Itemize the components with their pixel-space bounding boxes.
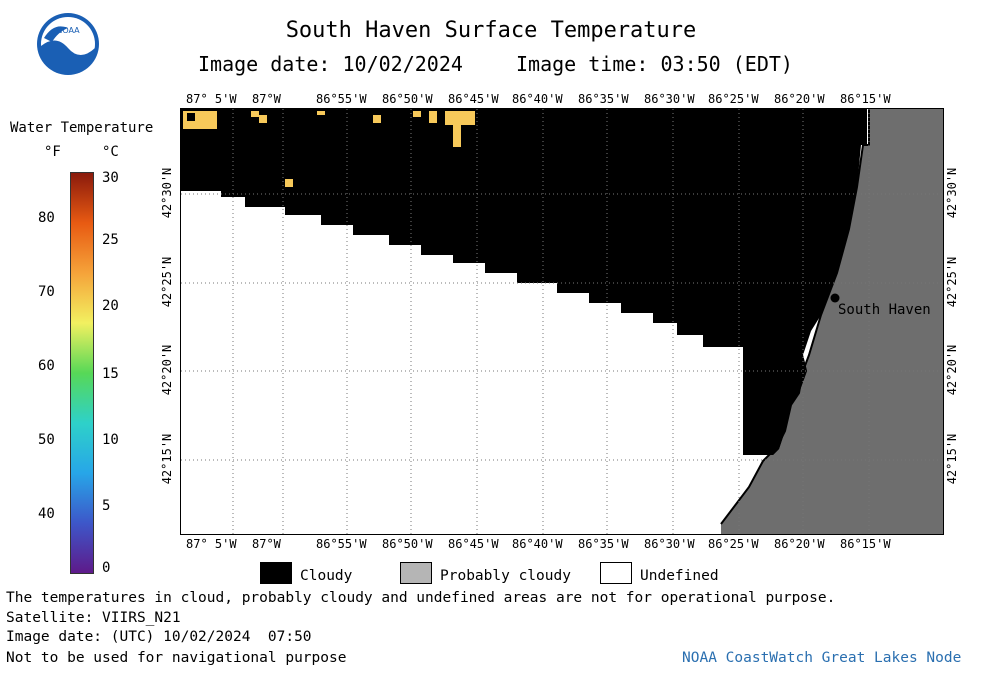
map-area — [180, 108, 944, 535]
scale-tick-f: 40 — [38, 506, 55, 522]
longitude-label: 86°55'W — [316, 537, 367, 551]
undefined-swatch — [600, 562, 632, 584]
longitude-label: 86°20'W — [774, 537, 825, 551]
latitude-label: 42°15'N — [945, 433, 959, 485]
scale-tick-c: 10 — [102, 432, 119, 448]
latitude-label: 42°20'N — [160, 344, 174, 396]
undefined-label: Undefined — [640, 568, 719, 584]
longitude-label: 87°W — [252, 537, 281, 551]
map-svg — [181, 109, 943, 534]
credit-text: NOAA CoastWatch Great Lakes Node — [682, 650, 962, 666]
longitude-label: 86°45'W — [448, 537, 499, 551]
noaa-logo: NOAA — [36, 12, 100, 76]
land-area — [721, 109, 943, 534]
longitude-label: 86°35'W — [578, 92, 629, 106]
unit-f-label: °F — [44, 144, 61, 160]
south-haven-marker — [830, 293, 840, 303]
longitude-label: 86°35'W — [578, 537, 629, 551]
longitude-label: 86°20'W — [774, 92, 825, 106]
longitude-label: 87°W — [252, 92, 281, 106]
longitude-label: 86°15'W — [840, 92, 891, 106]
unit-c-label: °C — [102, 144, 119, 160]
scale-tick-c: 0 — [102, 560, 111, 576]
cloudy-label: Cloudy — [300, 568, 353, 584]
latitude-label: 42°30'N — [160, 167, 174, 219]
scale-tick-c: 25 — [102, 232, 119, 248]
latitude-label: 42°25'N — [160, 256, 174, 308]
scale-tick-c: 20 — [102, 298, 119, 314]
lat-lon-grid — [181, 109, 943, 534]
longitude-label: 86°45'W — [448, 92, 499, 106]
longitude-label: 86°30'W — [644, 537, 695, 551]
probably-cloudy-label: Probably cloudy — [440, 568, 571, 584]
temperature-color-bar — [70, 172, 94, 574]
longitude-label: 86°50'W — [382, 92, 433, 106]
disclaimer-text: The temperatures in cloud, probably clou… — [6, 590, 836, 606]
scale-tick-f: 50 — [38, 432, 55, 448]
scale-title: Water Temperature — [10, 120, 154, 136]
scale-tick-f: 70 — [38, 284, 55, 300]
probably-cloudy-swatch — [400, 562, 432, 584]
image-time: Image time: 03:50 (EDT) — [516, 52, 793, 76]
page-title: South Haven Surface Temperature — [285, 18, 697, 43]
longitude-label: 86°40'W — [512, 92, 563, 106]
latitude-label: 42°20'N — [945, 344, 959, 396]
cloud-area — [181, 109, 867, 455]
longitude-label: 86°55'W — [316, 92, 367, 106]
south-haven-label: South Haven — [838, 302, 931, 318]
latitude-label: 42°30'N — [945, 167, 959, 219]
longitude-label: 87° 5'W — [186, 92, 237, 106]
satellite-text: Satellite: VIIRS_N21 — [6, 610, 181, 626]
scale-tick-f: 80 — [38, 210, 55, 226]
longitude-label: 86°25'W — [708, 92, 759, 106]
longitude-label: 86°15'W — [840, 537, 891, 551]
scale-tick-c: 5 — [102, 498, 111, 514]
latitude-label: 42°25'N — [945, 256, 959, 308]
utc-date-text: Image date: (UTC) 10/02/2024 07:50 — [6, 629, 312, 645]
svg-text:NOAA: NOAA — [56, 26, 80, 35]
longitude-label: 87° 5'W — [186, 537, 237, 551]
nav-warning-text: Not to be used for navigational purpose — [6, 650, 347, 666]
cloudy-swatch — [260, 562, 292, 584]
latitude-label: 42°15'N — [160, 433, 174, 485]
scale-tick-c: 15 — [102, 366, 119, 382]
longitude-label: 86°30'W — [644, 92, 695, 106]
longitude-label: 86°40'W — [512, 537, 563, 551]
image-date: Image date: 10/02/2024 — [198, 52, 463, 76]
longitude-label: 86°50'W — [382, 537, 433, 551]
scale-tick-f: 60 — [38, 358, 55, 374]
longitude-label: 86°25'W — [708, 537, 759, 551]
scale-tick-c: 30 — [102, 170, 119, 186]
